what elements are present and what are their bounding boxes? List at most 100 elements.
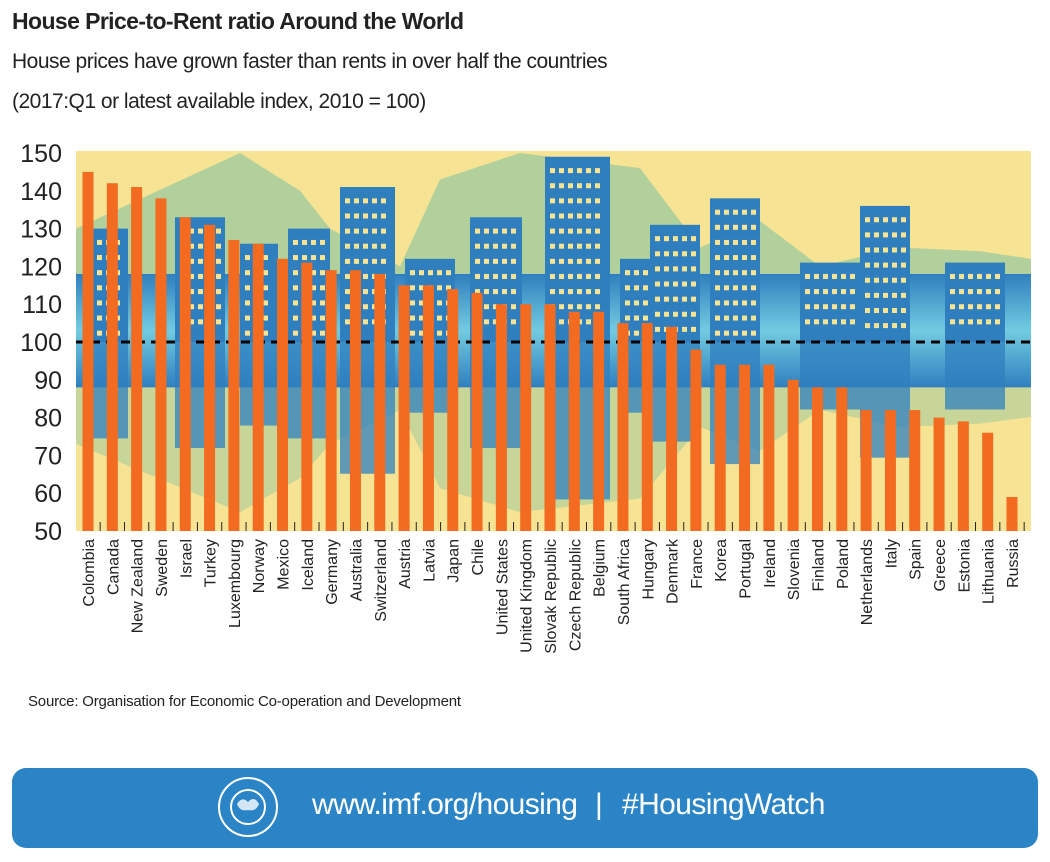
bar-korea [714, 364, 726, 531]
building-reflection [340, 342, 395, 474]
bar-belgium [593, 311, 605, 531]
building-reflection [800, 342, 860, 410]
x-tick-label: New Zealand [130, 539, 147, 633]
x-tick-label: United Kingdom [519, 539, 536, 653]
x-tick-label: Hungary [640, 539, 657, 599]
bar-new-zealand [131, 187, 143, 531]
x-tick-label: Israel [178, 539, 195, 578]
chart-note: (2017:Q1 or latest available index, 2010… [12, 90, 426, 113]
x-tick-label: Slovak Republic [543, 539, 560, 654]
bar-france [690, 349, 702, 531]
x-tick-label: Germany [324, 539, 341, 605]
building-reflection [945, 342, 1005, 410]
imf-housing-link[interactable]: www.imf.org/housing [312, 788, 578, 821]
x-tick-label: Chile [470, 539, 487, 576]
x-tick-label: Australia [348, 539, 365, 601]
y-tick-label: 100 [20, 329, 62, 357]
bars [82, 171, 1018, 532]
y-tick-label: 70 [34, 442, 62, 470]
x-tick-label: Colombia [81, 539, 98, 607]
bar-united-kingdom [520, 304, 532, 531]
y-tick-label: 60 [34, 480, 62, 508]
chart-subtitle: House prices have grown faster than rent… [12, 50, 608, 73]
bar-netherlands [860, 410, 872, 531]
bar-italy [884, 410, 896, 531]
chart-title: House Price-to-Rent ratio Around the Wor… [12, 8, 464, 34]
bar-greece [933, 417, 945, 531]
y-tick-label: 50 [34, 518, 62, 546]
bar-turkey [204, 224, 216, 531]
x-tick-label: Denmark [665, 538, 682, 604]
x-tick-label: Norway [251, 539, 268, 593]
bar-slovak-republic [544, 304, 556, 531]
x-tick-label: Finland [810, 539, 827, 591]
bar-portugal [739, 364, 751, 531]
x-tick-label: Lithuania [981, 539, 998, 604]
footer-banner: www.imf.org/housing | #HousingWatch [12, 768, 1038, 848]
bar-australia [349, 270, 361, 531]
x-tick-label: Japan [446, 539, 463, 583]
x-tick-label: Luxembourg [227, 539, 244, 628]
bar-estonia [957, 421, 969, 531]
x-tick-label: Greece [932, 539, 949, 592]
building [860, 205, 910, 342]
bar-spain [909, 410, 921, 531]
y-tick-label: 140 [20, 178, 62, 206]
separator: | [595, 788, 603, 821]
y-tick-label: 90 [34, 367, 62, 395]
x-tick-label: France [689, 539, 706, 589]
y-tick-label: 120 [20, 253, 62, 281]
bar-denmark [666, 326, 678, 531]
x-tick-label: Mexico [276, 539, 293, 590]
x-tick-label: United States [494, 539, 511, 635]
x-tick-label: Estonia [956, 539, 973, 592]
x-tick-label: Belgium [592, 539, 609, 597]
y-tick-label: 150 [20, 140, 62, 168]
x-tick-label: Korea [713, 539, 730, 582]
x-tick-label: Turkey [203, 539, 220, 587]
bar-poland [836, 387, 848, 531]
bar-united-states [495, 304, 507, 531]
bar-south-africa [617, 323, 629, 531]
x-tick-label: Portugal [738, 539, 755, 599]
x-tick-label: Netherlands [859, 539, 876, 625]
bar-switzerland [374, 273, 386, 531]
y-axis: 50 60 70 80 90 100 110 120 130 140 150 [20, 140, 62, 546]
source-note: Source: Organisation for Economic Co-ope… [28, 693, 461, 710]
bar-japan [447, 289, 459, 531]
x-tick-label: Ireland [762, 539, 779, 588]
x-tick-label: Latvia [421, 539, 438, 582]
x-tick-label: Austria [397, 539, 414, 589]
x-tick-label: Russia [1005, 539, 1022, 588]
hashtag-link[interactable]: #HousingWatch [622, 788, 825, 821]
bar-iceland [301, 262, 313, 531]
bar-canada [106, 183, 118, 532]
x-tick-label: Canada [105, 539, 122, 595]
bar-austria [398, 285, 410, 531]
building [340, 187, 395, 342]
bar-sweden [155, 198, 167, 532]
x-tick-label: Slovenia [786, 539, 803, 600]
y-tick-label: 130 [20, 216, 62, 244]
bar-norway [252, 243, 264, 531]
imf-seal-logo [218, 777, 278, 837]
x-tick-label: Czech Republic [567, 539, 584, 651]
bar-colombia [82, 171, 94, 531]
x-tick-label: Italy [883, 539, 900, 568]
x-tick-label: Switzerland [373, 539, 390, 622]
bar-hungary [641, 323, 653, 531]
bar-lithuania [982, 432, 994, 531]
bar-luxembourg [228, 239, 240, 531]
bar-slovenia [787, 379, 799, 531]
bar-germany [325, 270, 337, 531]
x-tick-label: Spain [908, 539, 925, 580]
bar-chile [471, 292, 483, 531]
bar-russia [1006, 496, 1018, 531]
bar-mexico [277, 258, 289, 531]
bar-czech-republic [568, 311, 580, 531]
x-tick-label: Poland [835, 539, 852, 589]
bar-israel [179, 217, 191, 531]
x-tick-label: South Africa [616, 539, 633, 625]
x-tick-label: Iceland [300, 539, 317, 591]
bar-latvia [422, 285, 434, 531]
